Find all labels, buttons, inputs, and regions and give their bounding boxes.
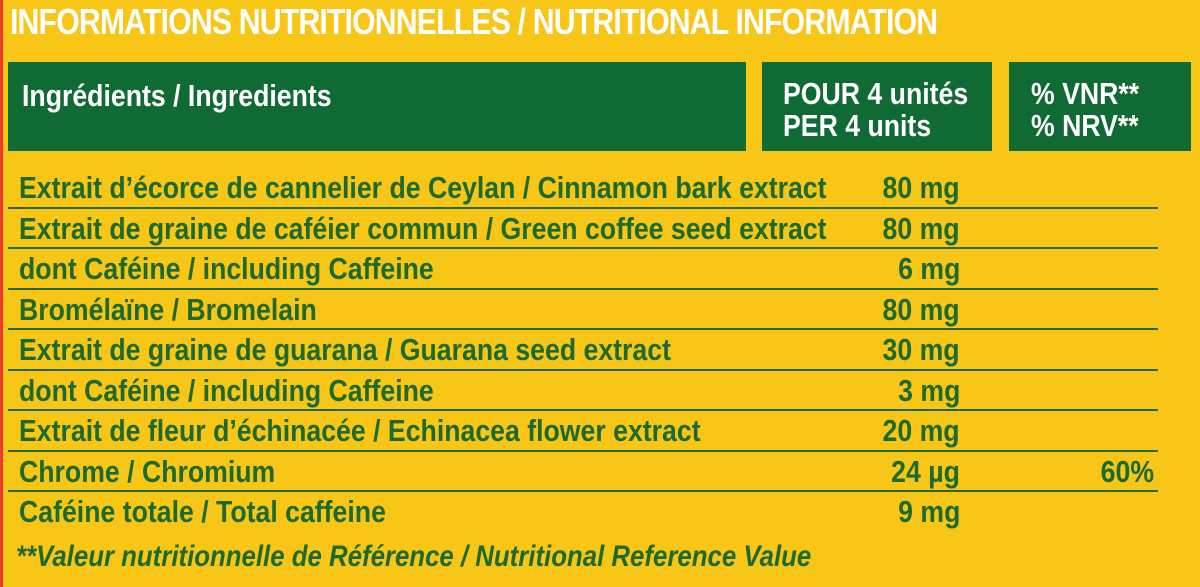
ingredient-name: Extrait de graine de guarana / Guarana s…	[19, 332, 671, 367]
header-ingredients-label: Ingrédients / Ingredients	[22, 78, 332, 113]
header-nrv-label: % VNR** % NRV**	[1031, 78, 1139, 142]
header-per-label: POUR 4 unités PER 4 units	[783, 78, 968, 142]
ingredient-name: Bromélaïne / Bromelain	[19, 291, 317, 327]
table-row: Caféine totale / Total caffeine 9 mg	[8, 492, 1158, 533]
header-nrv-line-fr: % VNR**	[1031, 76, 1140, 111]
table-row: Extrait de graine de guarana / Guarana s…	[8, 330, 1158, 371]
ingredient-name: Extrait de fleur d’échinacée / Echinacea…	[19, 413, 701, 448]
table-row: Extrait de graine de caféier commun / Gr…	[8, 209, 1158, 249]
ingredient-amount: 6 mg	[897, 251, 960, 286]
table-row: Chrome / Chromium 24 µg 60%	[8, 452, 1158, 492]
ingredient-amount: 24 µg	[891, 453, 960, 489]
ingredient-amount: 9 mg	[897, 494, 960, 529]
footnote: **Valeur nutritionnelle de Référence / N…	[16, 540, 812, 573]
ingredient-amount: 3 mg	[897, 372, 960, 408]
header-per-cell: POUR 4 unités PER 4 units	[762, 62, 992, 151]
table-row: Extrait de fleur d’échinacée / Echinacea…	[8, 411, 1158, 452]
nutrition-table: Extrait d’écorce de cannelier de Ceylan …	[8, 168, 1158, 533]
page-title: INFORMATIONS NUTRITIONNELLES / NUTRITION…	[10, 1, 938, 42]
ingredient-amount: 30 mg	[882, 332, 960, 367]
header-nrv-cell: % VNR** % NRV**	[1009, 62, 1191, 151]
ingredient-amount: 20 mg	[882, 413, 960, 448]
ingredient-name: Chrome / Chromium	[19, 453, 276, 489]
table-row: Bromélaïne / Bromelain 80 mg	[8, 290, 1158, 330]
header-nrv-line-en: % NRV**	[1031, 108, 1139, 143]
table-row: Extrait d’écorce de cannelier de Ceylan …	[8, 168, 1158, 209]
table-row: dont Caféine / including Caffeine 3 mg	[8, 371, 1158, 411]
ingredient-name: dont Caféine / including Caffeine	[19, 372, 434, 408]
ingredient-name: dont Caféine / including Caffeine	[19, 251, 434, 286]
ingredient-amount: 80 mg	[882, 170, 960, 205]
ingredient-name: Extrait de graine de caféier commun / Gr…	[19, 210, 827, 246]
ingredient-name: Extrait d’écorce de cannelier de Ceylan …	[19, 170, 827, 205]
header-ingredients-cell: Ingrédients / Ingredients	[8, 62, 746, 151]
ingredient-amount: 80 mg	[882, 291, 960, 327]
left-edge-stripe	[0, 0, 3, 587]
ingredient-amount: 80 mg	[882, 210, 960, 246]
ingredient-nrv: 60%	[1100, 453, 1154, 489]
table-row: dont Caféine / including Caffeine 6 mg	[8, 249, 1158, 290]
ingredient-name: Caféine totale / Total caffeine	[19, 494, 386, 529]
header-per-line-fr: POUR 4 unités	[783, 76, 969, 111]
header-per-line-en: PER 4 units	[783, 108, 932, 143]
